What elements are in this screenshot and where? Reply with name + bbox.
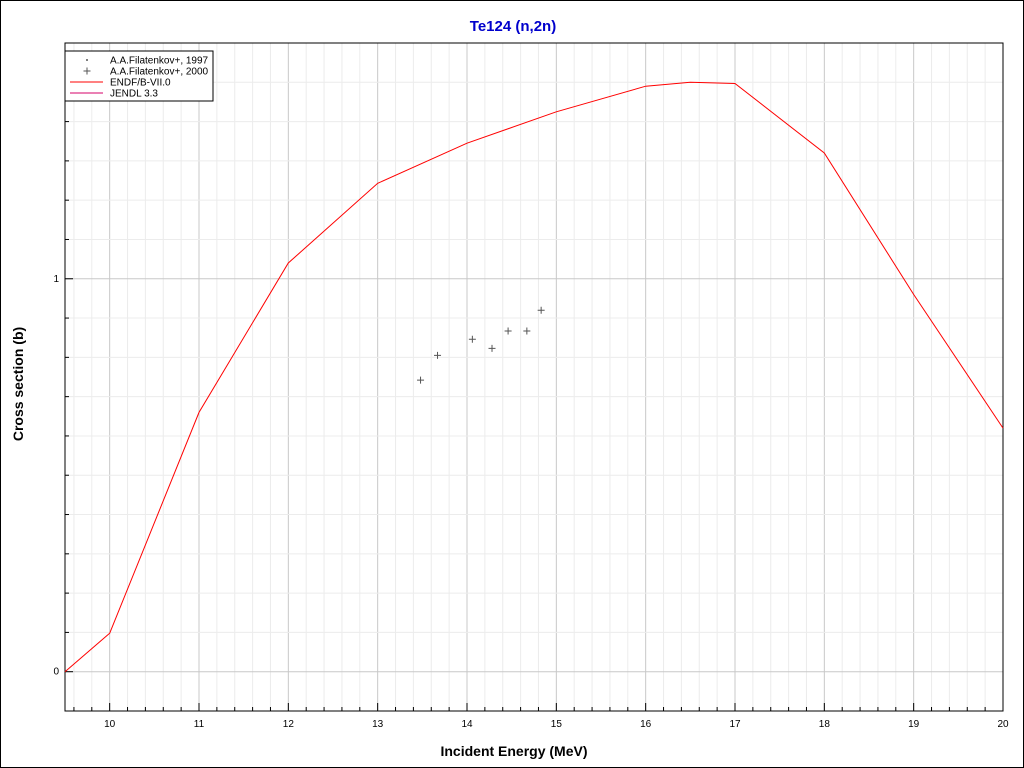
chart-title: Te124 (n,2n) [470, 18, 556, 35]
y-tick-label: 1 [53, 274, 59, 285]
x-tick-label: 16 [640, 719, 652, 730]
data-point-plus [523, 327, 531, 335]
data-point-plus [417, 376, 425, 384]
x-axis-label: Incident Energy (MeV) [440, 743, 587, 759]
x-tick-label: 18 [819, 719, 831, 730]
y-axis-label: Cross section (b) [10, 327, 26, 441]
data-point-plus [468, 335, 476, 343]
legend-dot-marker [86, 59, 88, 61]
x-tick-label: 11 [194, 719, 205, 730]
y-tick-label: 0 [53, 667, 59, 678]
series-line-2 [64, 81, 1004, 673]
x-tick-label: 19 [908, 719, 920, 730]
data-point-plus [537, 306, 545, 314]
x-tick-label: 12 [283, 719, 295, 730]
x-tick-label: 20 [997, 719, 1009, 730]
x-tick-label: 10 [104, 719, 116, 730]
y-axis: 01 [53, 42, 73, 712]
data-point-plus [504, 327, 512, 335]
x-tick-label: 17 [729, 719, 741, 730]
legend-label: ENDF/B-VII.0 [110, 78, 171, 89]
legend-label: A.A.Filatenkov+, 2000 [110, 67, 209, 78]
data-point-plus [488, 344, 496, 352]
data-point-plus [434, 351, 442, 359]
series-layer [64, 81, 1004, 673]
x-axis: 10 11 12 13 14 15 16 17 18 19 20 [73, 703, 1009, 730]
x-tick-label: 15 [551, 719, 563, 730]
legend-plus-marker [83, 67, 91, 75]
legend-label: A.A.Filatenkov+, 1997 [110, 56, 209, 67]
x-tick-label: 14 [461, 719, 473, 730]
x-tick-label: 13 [372, 719, 384, 730]
legend-label: JENDL 3.3 [110, 89, 158, 100]
plot-area-border [64, 42, 1004, 712]
grid [65, 42, 1004, 712]
